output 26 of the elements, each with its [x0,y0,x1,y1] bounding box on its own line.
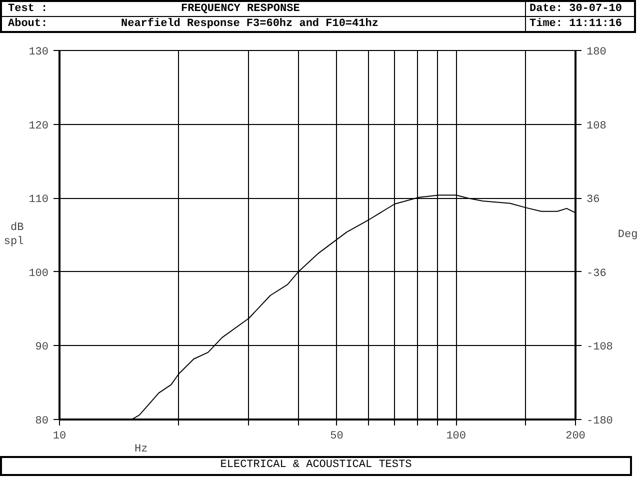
y-tick-label: 80 [35,416,48,428]
y2-tick-label: 180 [586,46,606,58]
y-tick-label: 90 [35,342,48,354]
y2-axis-title: Deg [618,229,638,241]
y2-tick-label: -180 [586,416,613,428]
text: About: [7,17,49,32]
text: Time: 11:11:16 [525,16,635,32]
x-tick-label: 200 [566,430,586,442]
x-tick-label: 10 [52,430,66,442]
y-tick-label: 110 [28,194,49,206]
chart-subtitle: Nearfield Response F3=60hz and F10=41hz [121,16,380,32]
x-axis-title: Hz [134,444,148,456]
text: Test : [1,1,121,16]
y2-tick-label: -108 [586,342,613,354]
text: ELECTRICAL & ACOUSTICAL TESTS [0,456,632,476]
y-tick-label: 100 [28,268,49,280]
chart-title: FREQUENCY RESPONSE [121,1,525,16]
y-axis-title: dB spl [4,222,24,248]
x-tick-label: 50 [330,430,344,442]
y-tick-label: 120 [28,120,49,132]
y2-tick-label: -36 [586,268,606,280]
y2-tick-label: 108 [586,120,606,132]
x-tick-label: 100 [446,430,466,442]
y2-tick-label: 36 [586,194,600,206]
y-tick-label: 130 [28,46,49,58]
text: Date: 30-07-10 [525,1,635,16]
